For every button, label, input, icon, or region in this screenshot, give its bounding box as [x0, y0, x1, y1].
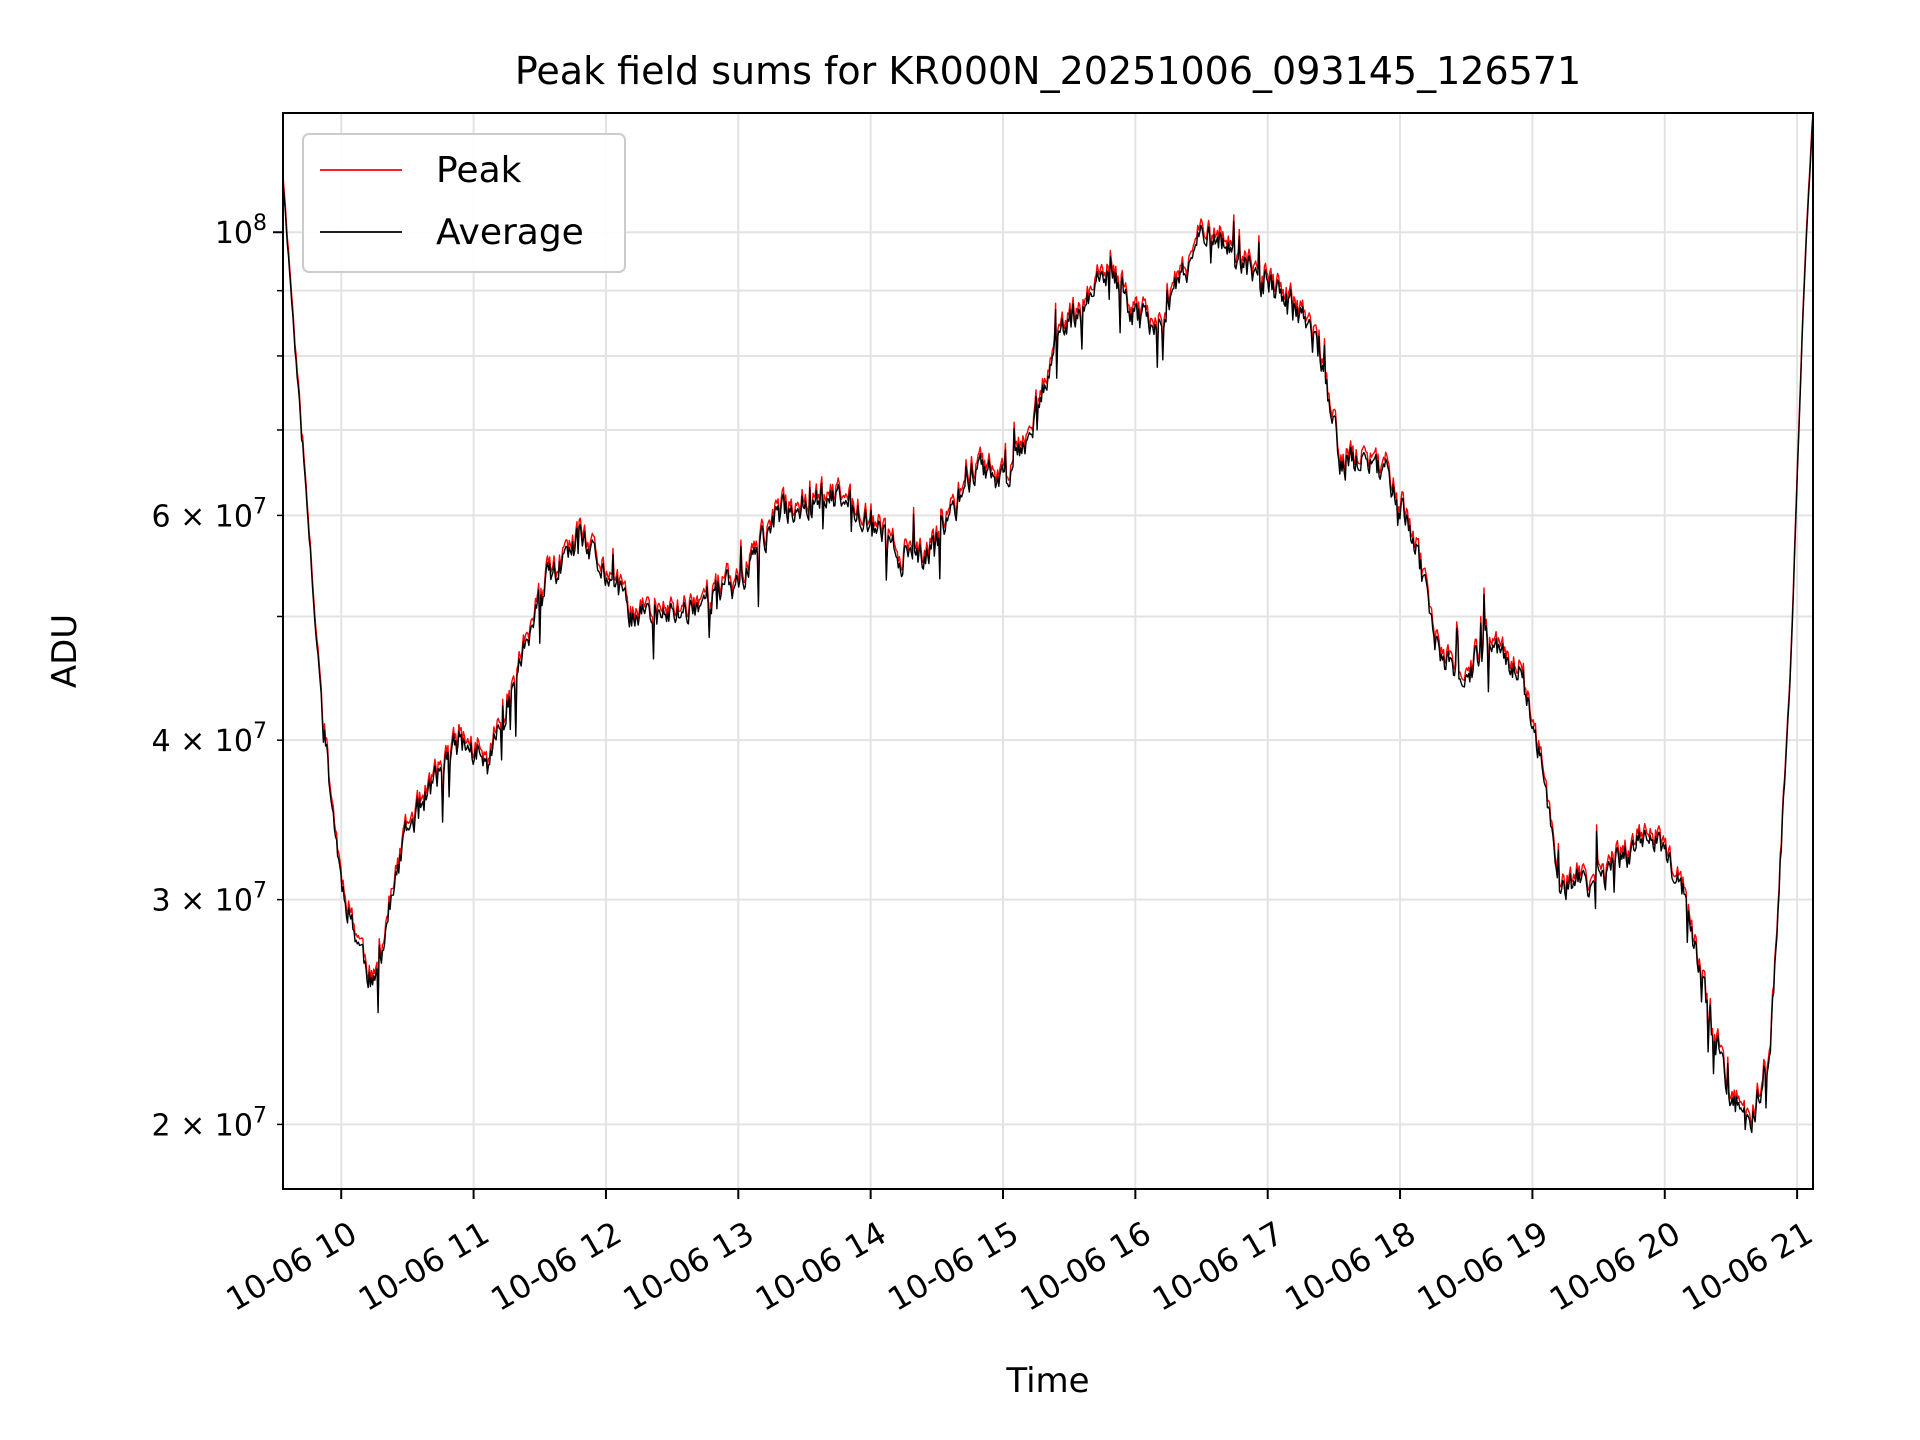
legend: Peak Average — [302, 133, 626, 273]
chart-title: Peak field sums for KR000N_20251006_0931… — [515, 49, 1581, 93]
grid — [283, 113, 1813, 1189]
y-tick-label: 3 × 107 — [152, 879, 267, 919]
series-line-average — [282, 112, 1814, 1134]
plot-frame — [282, 112, 1814, 1190]
legend-box — [302, 133, 626, 273]
y-axis-label: ADU — [45, 614, 85, 688]
y-tick-label: 2 × 107 — [152, 1103, 267, 1143]
legend-label-peak: Peak — [436, 150, 522, 191]
legend-label-average: Average — [436, 212, 584, 253]
x-axis-label: Time — [1005, 1361, 1089, 1401]
y-tick-label: 108 — [215, 211, 267, 251]
series-layer — [282, 112, 1814, 1134]
y-tick-label: 4 × 107 — [152, 719, 267, 759]
y-tick-label: 6 × 107 — [152, 494, 267, 534]
